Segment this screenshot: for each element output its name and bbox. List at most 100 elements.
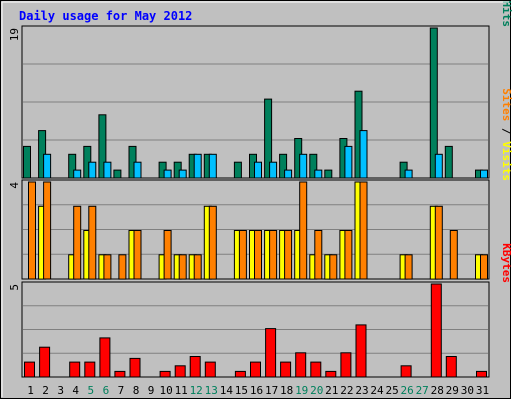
x-tick-label-day-19: 19 bbox=[295, 384, 308, 397]
x-tick-label-day-17: 17 bbox=[265, 384, 278, 397]
x-tick-label-day-23: 23 bbox=[355, 384, 368, 397]
bar-files-day-16 bbox=[254, 161, 262, 179]
bar-kbytes-day-11 bbox=[174, 365, 186, 378]
x-tick-label-day-26: 26 bbox=[400, 384, 413, 397]
bar-kbytes-day-13 bbox=[204, 361, 216, 378]
bar-kbytes-day-28 bbox=[430, 283, 442, 378]
bar-kbytes-day-16 bbox=[250, 361, 261, 378]
bar-kbytes-day-6 bbox=[99, 337, 111, 378]
bar-sites-day-31 bbox=[480, 254, 488, 280]
bar-sites-day-22 bbox=[344, 230, 353, 280]
bar-kbytes-day-12 bbox=[189, 356, 201, 378]
panels-layer: 19 Pages / Files / Hits 4 Sites / Visits 5 KB… bbox=[8, 0, 512, 378]
panel-visits-sites: 4 Sites / Visits bbox=[8, 88, 512, 280]
legend-entry: / bbox=[500, 0, 512, 1]
x-tick-label-day-5: 5 bbox=[87, 384, 94, 397]
x-tick-label-day-31: 31 bbox=[476, 384, 489, 397]
x-tick-label-day-16: 16 bbox=[250, 384, 263, 397]
bar-sites-day-6 bbox=[103, 254, 112, 280]
series-kbytes bbox=[24, 283, 487, 378]
bar-files-day-4 bbox=[73, 169, 82, 179]
bar-kbytes-day-20 bbox=[310, 361, 322, 378]
panel-ymax-label: 19 bbox=[8, 28, 21, 41]
bar-kbytes-day-15 bbox=[234, 370, 246, 378]
chart-title: Daily usage for May 2012 bbox=[19, 9, 192, 23]
bar-sites-day-13 bbox=[208, 205, 217, 280]
bar-sites-day-16 bbox=[254, 230, 262, 280]
bar-kbytes-day-5 bbox=[84, 361, 96, 378]
panel-legend: KBytes bbox=[500, 243, 512, 283]
bar-kbytes-day-22 bbox=[340, 352, 352, 378]
bar-kbytes-day-10 bbox=[159, 370, 171, 378]
x-tick-label-day-25: 25 bbox=[385, 384, 398, 397]
bar-sites-day-28 bbox=[434, 205, 443, 280]
bar-hits-day-15 bbox=[233, 161, 242, 179]
x-tick-label-day-10: 10 bbox=[159, 384, 172, 397]
bar-files-day-20 bbox=[314, 169, 323, 179]
bar-files-day-23 bbox=[359, 130, 368, 179]
panel-legend: Sites / Visits bbox=[500, 88, 512, 181]
bar-sites-day-17 bbox=[269, 230, 278, 280]
bar-sites-day-10 bbox=[163, 230, 172, 280]
bar-sites-day-7 bbox=[118, 254, 127, 280]
bar-kbytes-day-7 bbox=[114, 370, 126, 378]
x-tick-label-day-12: 12 bbox=[190, 384, 203, 397]
legend-entry: KBytes bbox=[500, 243, 512, 283]
bar-sites-day-29 bbox=[449, 230, 458, 280]
bar-sites-day-26 bbox=[404, 254, 413, 280]
bar-hits-day-4 bbox=[68, 153, 77, 179]
bar-files-day-6 bbox=[103, 161, 112, 179]
bar-kbytes-day-29 bbox=[445, 356, 457, 378]
bar-files-day-22 bbox=[344, 145, 353, 179]
x-tick-label-day-2: 2 bbox=[42, 384, 49, 397]
bar-hits-day-7 bbox=[113, 169, 122, 179]
bar-files-day-17 bbox=[269, 161, 278, 179]
bar-sites-day-19 bbox=[299, 181, 308, 280]
bar-files-day-5 bbox=[88, 161, 97, 179]
x-tick-label-day-15: 15 bbox=[235, 384, 248, 397]
bar-kbytes-day-21 bbox=[325, 370, 337, 378]
x-tick-label-day-8: 8 bbox=[133, 384, 140, 397]
panel-legend: Pages / Files / Hits bbox=[500, 0, 512, 27]
bar-sites-day-23 bbox=[359, 181, 368, 280]
bar-sites-day-12 bbox=[193, 254, 202, 280]
x-tick-label-day-11: 11 bbox=[175, 384, 188, 397]
x-tick-label-day-21: 21 bbox=[325, 384, 338, 397]
legend-entry: Hits bbox=[500, 1, 512, 28]
bar-files-day-19 bbox=[299, 153, 308, 179]
bar-sites-day-4 bbox=[73, 205, 82, 280]
x-tick-label-day-22: 22 bbox=[340, 384, 353, 397]
bar-sites-day-8 bbox=[133, 230, 142, 280]
bar-hits-day-6 bbox=[98, 114, 107, 179]
bar-sites-day-1 bbox=[28, 181, 36, 280]
bar-files-day-31 bbox=[480, 169, 488, 179]
bar-sites-day-2 bbox=[43, 181, 52, 280]
panel-ymax-label: 5 bbox=[8, 284, 21, 291]
panel-hits-files-pages: 19 Pages / Files / Hits bbox=[8, 0, 512, 179]
bar-files-day-10 bbox=[163, 169, 172, 179]
x-tick-label-day-14: 14 bbox=[220, 384, 234, 397]
bar-files-day-28 bbox=[434, 153, 443, 179]
bar-hits-day-29 bbox=[444, 145, 453, 179]
bar-sites-day-18 bbox=[284, 230, 293, 280]
x-tick-label-day-4: 4 bbox=[72, 384, 79, 397]
bar-sites-day-5 bbox=[88, 205, 97, 280]
legend-entry: Sites bbox=[500, 88, 512, 121]
bar-sites-day-21 bbox=[329, 254, 338, 280]
bar-hits-day-28 bbox=[429, 27, 438, 179]
bar-files-day-11 bbox=[178, 169, 187, 179]
bar-hits-day-1 bbox=[23, 145, 31, 179]
bar-hits-day-21 bbox=[324, 169, 333, 179]
x-tick-label-day-28: 28 bbox=[431, 384, 444, 397]
bar-files-day-8 bbox=[133, 161, 142, 179]
bar-kbytes-day-26 bbox=[400, 365, 412, 378]
x-tick-label-day-30: 30 bbox=[461, 384, 474, 397]
bar-sites-day-11 bbox=[178, 254, 187, 280]
bar-kbytes-day-23 bbox=[355, 324, 367, 378]
x-tick-label-day-6: 6 bbox=[103, 384, 110, 397]
bar-files-day-26 bbox=[404, 169, 413, 179]
series-sites bbox=[28, 181, 488, 280]
x-tick-label-day-24: 24 bbox=[370, 384, 384, 397]
bar-files-day-18 bbox=[284, 169, 293, 179]
